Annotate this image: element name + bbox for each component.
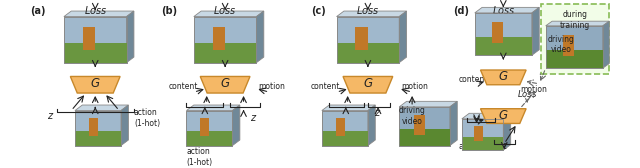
Bar [399,107,450,145]
Bar [322,111,368,145]
Text: $Loss$: $Loss$ [517,89,538,99]
Polygon shape [399,11,406,63]
Bar [399,107,450,145]
Bar [462,119,503,150]
Bar [546,50,603,68]
Polygon shape [546,21,609,26]
Bar [75,111,121,145]
Polygon shape [200,76,250,93]
Polygon shape [503,113,511,150]
Bar [212,27,225,50]
Text: (b): (b) [161,6,178,15]
Polygon shape [121,105,129,145]
Polygon shape [127,11,134,63]
Text: (c): (c) [311,6,326,15]
Polygon shape [194,11,264,17]
Bar [194,17,257,63]
Bar [322,111,368,145]
Polygon shape [532,7,540,55]
Bar [462,119,503,150]
Polygon shape [257,11,264,63]
Text: motion: motion [401,82,428,91]
Bar [337,17,399,63]
Bar [355,27,368,50]
Polygon shape [75,105,129,111]
Polygon shape [450,101,457,145]
Text: $G$: $G$ [220,77,230,90]
Bar [64,43,127,63]
Text: action
(1-hot): action (1-hot) [134,108,160,128]
Bar [186,111,232,145]
Polygon shape [603,21,609,68]
Polygon shape [337,11,406,17]
Bar [322,131,368,145]
Text: action: action [458,142,482,151]
Text: driving
video: driving video [548,34,575,54]
Bar [75,111,121,145]
Text: (a): (a) [30,6,45,15]
Text: action
(1-hot): action (1-hot) [186,147,212,167]
Text: $Loss$: $Loss$ [84,4,107,16]
Bar [563,35,574,56]
Polygon shape [343,76,393,93]
Polygon shape [322,105,375,111]
Bar [335,118,345,136]
Bar [475,37,532,55]
Bar [399,129,450,145]
Bar [194,43,257,63]
Text: $z$: $z$ [47,111,54,121]
Bar [89,118,98,136]
Text: $Loss$: $Loss$ [356,4,380,16]
Polygon shape [399,101,457,107]
Bar [546,26,603,68]
Text: during
training: during training [560,10,590,30]
Text: $z$: $z$ [250,113,257,123]
Text: $G$: $G$ [363,77,373,90]
Bar [200,118,209,136]
Text: $G$: $G$ [498,70,509,83]
FancyBboxPatch shape [541,4,609,74]
Text: content: content [169,82,198,91]
Bar [462,137,503,150]
Text: $Loss$: $Loss$ [492,4,515,16]
Bar [415,115,424,135]
Polygon shape [186,105,240,111]
Polygon shape [232,105,240,145]
Polygon shape [64,11,134,17]
Bar [546,26,603,68]
Bar [474,126,483,141]
Text: $Loss$: $Loss$ [214,4,237,16]
Bar [475,13,532,55]
Bar [337,17,399,63]
Polygon shape [481,109,526,123]
Bar [75,131,121,145]
Text: $G$: $G$ [498,109,509,122]
Text: motion: motion [259,82,285,91]
Text: $z$: $z$ [500,141,508,151]
Bar [64,17,127,63]
Text: content: content [458,75,488,84]
Bar [337,43,399,63]
Bar [64,17,127,63]
Text: $z$: $z$ [374,108,381,118]
Bar [475,13,532,55]
Text: content: content [311,82,340,91]
Bar [194,17,257,63]
Polygon shape [368,105,375,145]
Bar [186,111,232,145]
Polygon shape [475,7,540,13]
Text: driving
video: driving video [399,106,426,126]
Polygon shape [70,76,120,93]
Bar [186,131,232,145]
Bar [492,22,503,43]
Polygon shape [481,70,526,85]
Text: (d): (d) [454,6,470,15]
Polygon shape [462,113,511,119]
Text: $G$: $G$ [90,77,100,90]
Text: motion: motion [520,85,547,94]
Bar [83,27,95,50]
